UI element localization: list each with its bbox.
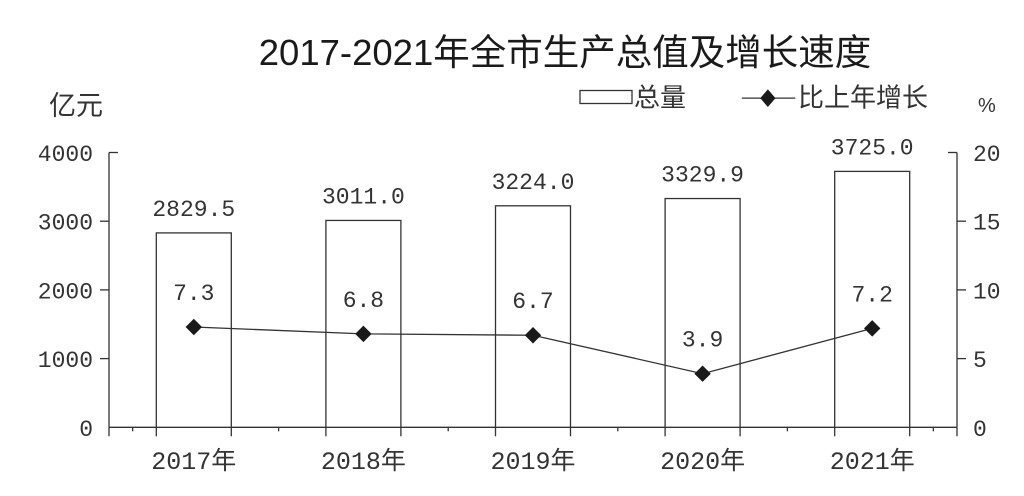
svg-text:亿元: 亿元 [49,91,103,121]
svg-text:2017年: 2017年 [151,447,236,477]
svg-text:20: 20 [973,142,1001,168]
svg-text:2020年: 2020年 [660,447,745,477]
svg-text:3725.0: 3725.0 [831,135,914,161]
svg-text:3000: 3000 [38,211,93,237]
svg-text:比上年增长: 比上年增长 [798,83,928,113]
svg-text:7.2: 7.2 [851,282,892,308]
svg-text:3224.0: 3224.0 [492,170,575,196]
svg-text:5: 5 [973,348,987,374]
svg-text:15: 15 [973,211,1001,237]
svg-text:1000: 1000 [38,348,93,374]
svg-text:10: 10 [973,279,1001,305]
svg-text:0: 0 [973,417,987,443]
svg-text:0: 0 [79,417,93,443]
svg-text:4000: 4000 [38,142,93,168]
svg-text:6.8: 6.8 [343,288,384,314]
svg-text:2829.5: 2829.5 [152,197,235,223]
svg-text:7.3: 7.3 [173,281,214,307]
svg-text:6.7: 6.7 [512,289,553,315]
svg-text:总量: 总量 [634,83,686,113]
svg-text:2018年: 2018年 [321,447,406,477]
svg-text:2019年: 2019年 [490,447,575,477]
svg-text:2000: 2000 [38,279,93,305]
svg-text:3.9: 3.9 [682,328,723,354]
svg-text:3329.9: 3329.9 [661,163,744,189]
svg-text:%: % [978,95,996,117]
svg-text:3011.0: 3011.0 [322,184,405,210]
svg-text:2021年: 2021年 [830,447,915,477]
